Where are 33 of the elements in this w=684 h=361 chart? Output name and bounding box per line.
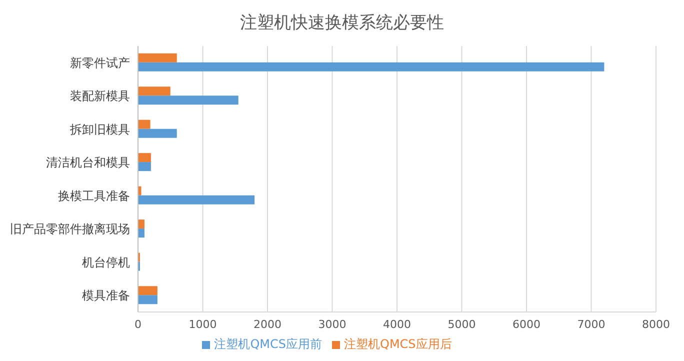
x-tick-label: 1000 (188, 318, 217, 331)
chart-title: 注塑机快速换模系统必要性 (239, 12, 445, 35)
y-tick-label: 清洁机台和模具 (46, 156, 130, 170)
legend-label: 注塑机QMCS应用前 (214, 337, 322, 351)
bar (138, 53, 177, 62)
bar (138, 295, 158, 304)
bar (138, 162, 151, 172)
x-tick-label: 7000 (577, 318, 606, 331)
y-tick-label: 拆卸旧模具 (69, 122, 130, 136)
x-tick-label: 8000 (642, 318, 670, 331)
bar (138, 120, 150, 129)
bar (138, 195, 255, 204)
y-tick-label: 模具准备 (82, 288, 130, 303)
x-tick-label: 4000 (383, 318, 411, 331)
bar (138, 228, 144, 238)
bar (138, 286, 158, 296)
x-tick-label: 6000 (512, 318, 540, 331)
bar (138, 128, 177, 138)
x-tick-label: 0 (134, 318, 142, 331)
y-tick-label: 装配新模具 (70, 89, 130, 104)
bar (138, 62, 604, 72)
y-tick-label: 旧产品零部件撤离现场 (10, 222, 130, 236)
x-tick-label: 2000 (254, 318, 282, 331)
x-tick-label: 3000 (318, 318, 346, 331)
bar (138, 86, 170, 96)
bar (138, 220, 144, 229)
bar (138, 96, 238, 105)
legend-label: 注塑机QMCS应用后 (344, 337, 452, 351)
y-tick-label: 新零件试产 (70, 56, 130, 70)
y-tick-label: 机台停机 (82, 255, 130, 270)
x-tick-label: 5000 (448, 318, 476, 331)
y-tick-label: 换模工具准备 (58, 188, 130, 203)
bar (138, 153, 151, 162)
